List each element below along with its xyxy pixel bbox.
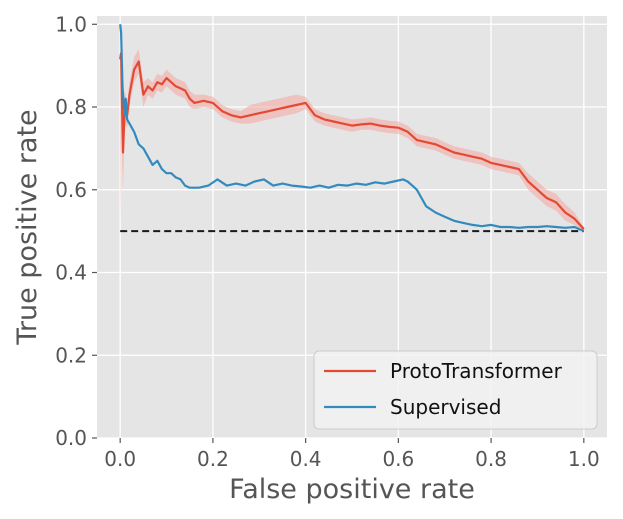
y-tick-label-0: 0.0 xyxy=(55,426,87,450)
y-tick-label-3: 0.6 xyxy=(55,178,87,202)
x-tick-label-2: 0.4 xyxy=(290,447,322,471)
x-tick-label-3: 0.6 xyxy=(382,447,414,471)
x-tick-label-5: 1.0 xyxy=(568,447,600,471)
legend-label-prototransformer: ProtoTransformer xyxy=(390,359,563,383)
x-tick-label-0: 0.0 xyxy=(104,447,136,471)
series-line-0 xyxy=(119,52,585,230)
x-tick-label-4: 0.8 xyxy=(475,447,507,471)
grid-lines xyxy=(97,16,607,439)
y-axis-label: True positive rate xyxy=(12,109,43,345)
legend-label-supervised: Supervised xyxy=(390,395,501,419)
y-tick-label-1: 0.2 xyxy=(55,343,87,367)
legend-box xyxy=(313,350,598,430)
x-axis-ticks: 0.0 0.2 0.4 0.6 0.8 1.0 xyxy=(104,438,600,471)
y-tick-label-2: 0.4 xyxy=(55,261,87,285)
series-line-1 xyxy=(119,24,585,233)
series-layer xyxy=(119,24,585,233)
x-tick-label-1: 0.2 xyxy=(197,447,229,471)
y-tick-label-4: 0.8 xyxy=(55,95,87,119)
y-tick-label-5: 1.0 xyxy=(55,12,87,36)
x-axis-label: False positive rate xyxy=(229,474,475,505)
legend: ProtoTransformer Supervised xyxy=(313,350,598,430)
y-axis-ticks: 0.0 0.2 0.4 0.6 0.8 1.0 xyxy=(55,12,97,450)
